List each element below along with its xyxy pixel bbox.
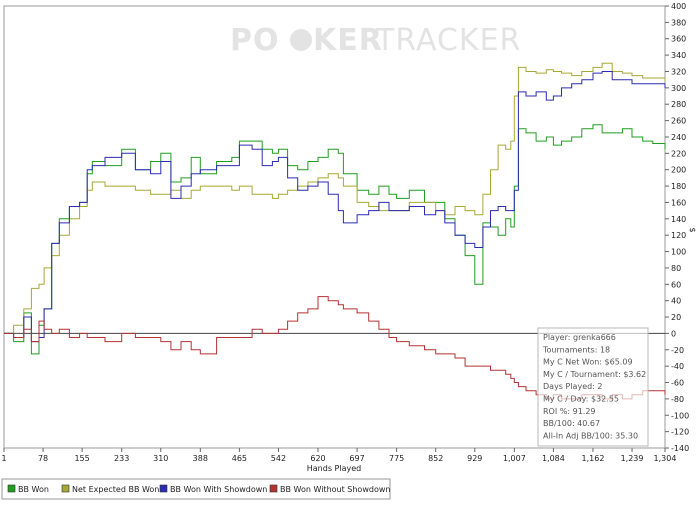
y-tick-label: -100 — [671, 411, 689, 420]
x-tick-label: 697 — [349, 454, 364, 463]
x-tick-label: 1 — [1, 454, 6, 463]
y-tick-label: 60 — [671, 280, 681, 289]
x-tick-label: 929 — [467, 454, 482, 463]
y-tick-label: -60 — [671, 379, 684, 388]
x-tick-label: 852 — [428, 454, 443, 463]
y-tick-label: -80 — [671, 395, 684, 404]
series-line-3 — [4, 71, 666, 343]
y-tick-label: 340 — [671, 51, 686, 60]
x-tick-label: 1,084 — [542, 454, 565, 463]
watermark-mid: KER — [313, 23, 383, 58]
info-line: BB/100: 40.67 — [543, 419, 600, 428]
watermark-right: TRACKER — [375, 23, 521, 58]
info-line: My C Net Won: $65.09 — [543, 358, 633, 367]
legend-label: BB Won Without Showdown — [280, 485, 390, 494]
y-tick-label: 180 — [671, 182, 686, 191]
legend-swatch — [269, 484, 278, 493]
info-line: All-In Adj BB/100: 35.30 — [543, 431, 638, 440]
y-tick-label: -20 — [671, 346, 684, 355]
y-tick-label: 380 — [671, 18, 686, 27]
x-tick-label: 775 — [389, 454, 404, 463]
y-tick-label: 140 — [671, 215, 686, 224]
info-line: ROI %: 91.29 — [543, 407, 596, 416]
x-tick-label: 78 — [38, 454, 48, 463]
y-tick-label: -120 — [671, 428, 689, 437]
series-line-2 — [4, 62, 666, 334]
legend-label: Net Expected BB Won — [72, 485, 159, 494]
legend-label: BB Won With Showdown — [170, 485, 267, 494]
x-tick-label: 1,239 — [621, 454, 644, 463]
y-tick-label: 400 — [671, 2, 686, 11]
legend-swatch — [7, 484, 16, 493]
info-line: Days Played: 2 — [543, 382, 603, 391]
y-tick-label: 200 — [671, 166, 686, 175]
info-line: Player: grenka666 — [543, 333, 616, 342]
info-line: Tournaments: 18 — [542, 345, 610, 354]
y-tick-label: 160 — [671, 198, 686, 207]
watermark-left: PO — [230, 23, 280, 58]
y-tick-label: 40 — [671, 297, 681, 306]
y-tick-label: -40 — [671, 362, 684, 371]
legend-label: BB Won — [18, 485, 49, 494]
pokertracker-watermark: PO KER TRACKER — [230, 23, 521, 58]
y-tick-label: 80 — [671, 264, 681, 273]
y-tick-label: 260 — [671, 117, 686, 126]
spade-chip-icon — [290, 29, 312, 51]
x-tick-label: 155 — [74, 454, 89, 463]
y-tick-label: 300 — [671, 84, 686, 93]
x-tick-label: 465 — [232, 454, 247, 463]
x-tick-label: 542 — [271, 454, 286, 463]
x-tick-label: 620 — [310, 454, 325, 463]
y-tick-label: 0 — [671, 329, 676, 338]
y-tick-label: -140 — [671, 444, 689, 453]
y-tick-label: 360 — [671, 35, 686, 44]
y-tick-label: 280 — [671, 100, 686, 109]
legend-swatch — [61, 484, 70, 493]
x-tick-label: 233 — [114, 454, 129, 463]
info-line: My C / Day: $32.55 — [543, 395, 619, 404]
y-axis-title: $ — [688, 227, 697, 232]
stats-info-box: Player: grenka666 Tournaments: 18 My C Net… — [537, 327, 649, 447]
x-tick-label: 1,007 — [503, 454, 526, 463]
x-tick-label: 1,304 — [654, 454, 677, 463]
y-tick-label: 220 — [671, 149, 686, 158]
x-tick-label: 1,162 — [582, 454, 605, 463]
y-tick-label: 240 — [671, 133, 686, 142]
y-tick-label: 100 — [671, 248, 686, 257]
x-tick-label: 388 — [193, 454, 208, 463]
series-line-1 — [4, 124, 666, 355]
x-tick-label: 310 — [153, 454, 168, 463]
axis-ticks: -140 -120 -100 -80 -60 -40 -20 0 20 40 60 80 100 120 1… — [1, 2, 689, 463]
legend: BB Won Net Expected BB Won BB Won With Sho… — [1, 478, 391, 500]
info-line: My C / Tournament: $3.62 — [543, 370, 646, 379]
series-layer — [4, 62, 666, 400]
y-tick-label: 120 — [671, 231, 686, 240]
x-axis-title: Hands Played — [307, 464, 361, 473]
y-tick-label: 20 — [671, 313, 681, 322]
y-tick-label: 320 — [671, 67, 686, 76]
legend-swatch — [159, 484, 168, 493]
